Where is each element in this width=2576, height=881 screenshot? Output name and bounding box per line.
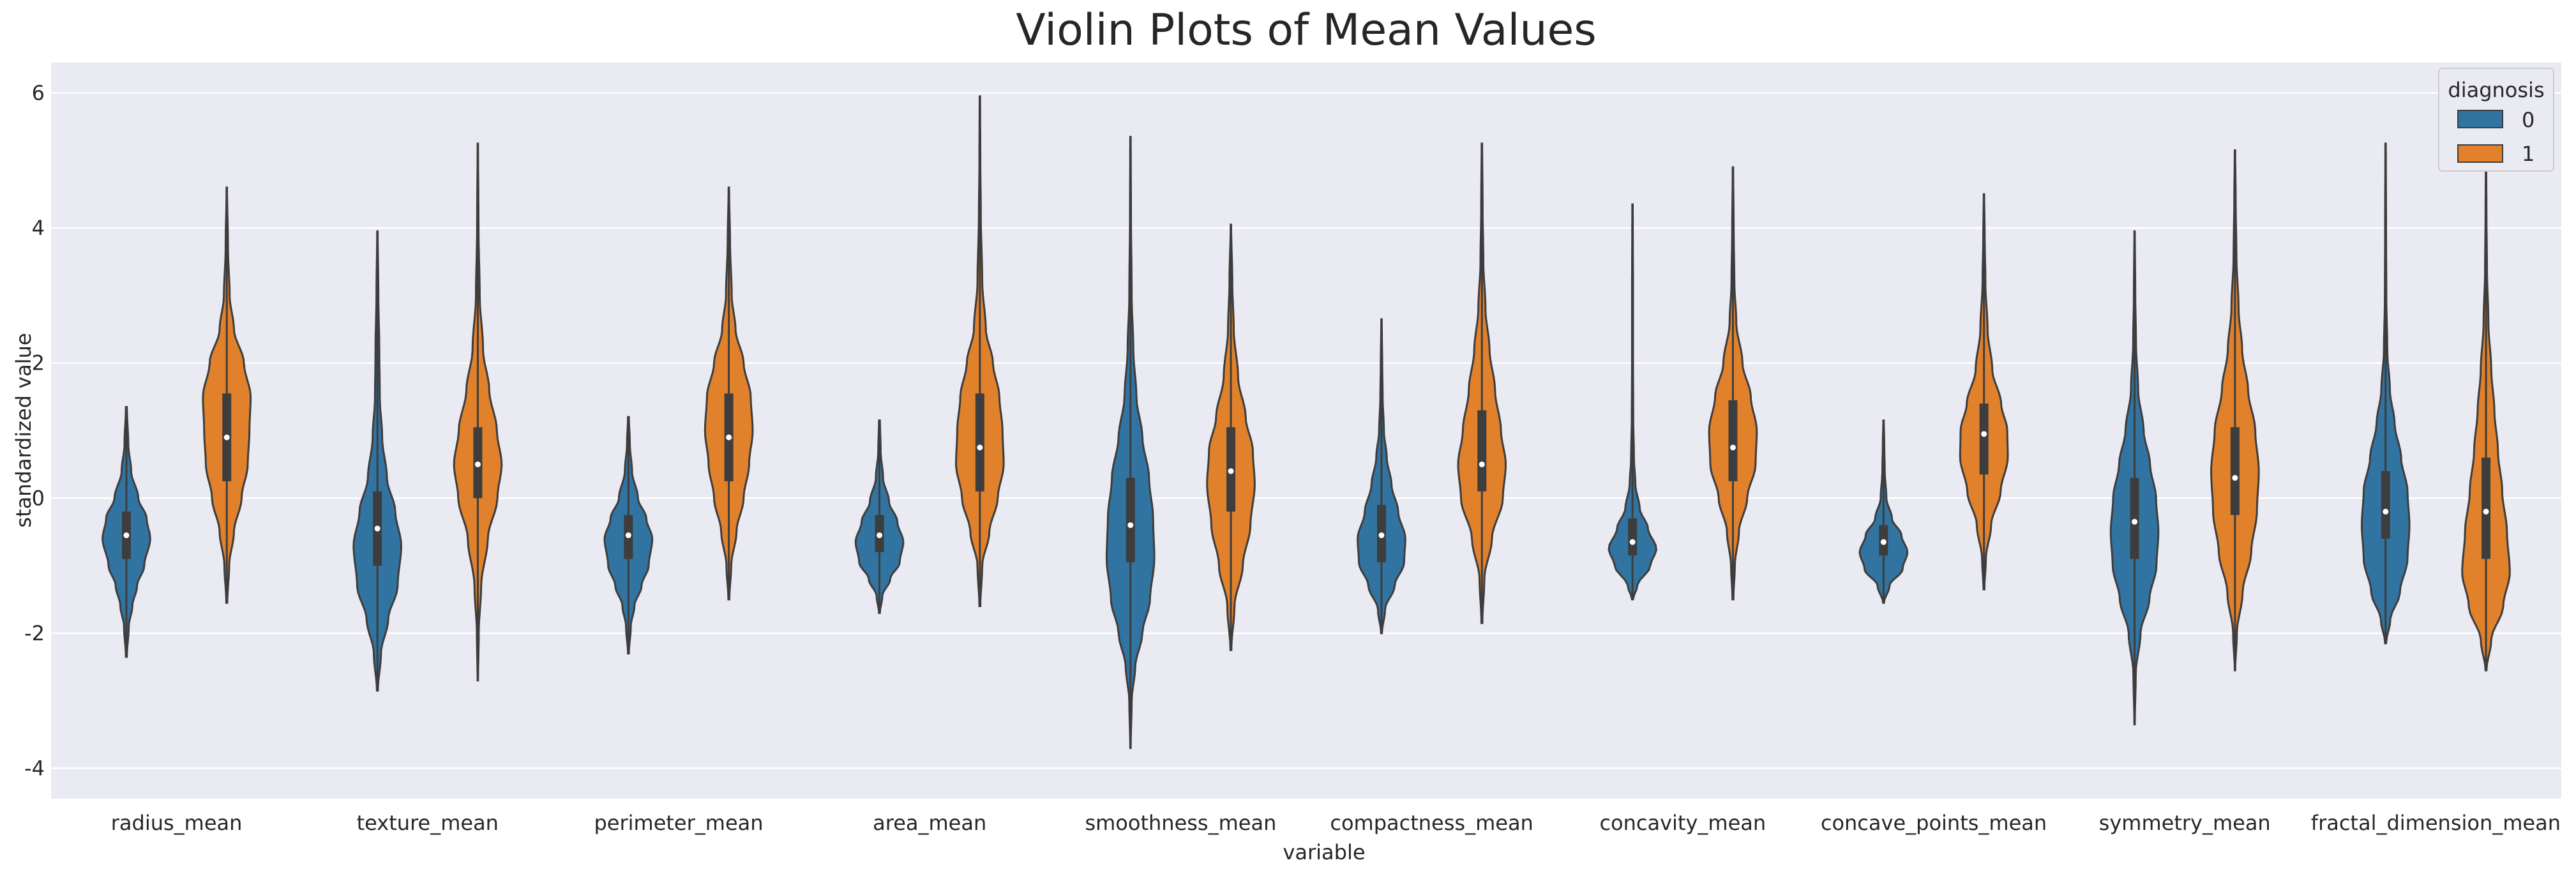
violin-median — [2232, 475, 2238, 481]
y-tick-label: -2 — [24, 621, 45, 645]
violin-iqr-box — [1126, 478, 1135, 562]
violin-median — [1127, 522, 1134, 529]
violin-median — [1981, 431, 1987, 437]
x-axis-label: variable — [1283, 840, 1365, 864]
violin-iqr-box — [1728, 400, 1738, 481]
legend-label-0: 0 — [2522, 108, 2535, 132]
violin-median — [977, 444, 983, 451]
x-tick-label: smoothness_mean — [1085, 811, 1276, 835]
violin-median — [1228, 468, 1234, 474]
plot-area — [51, 63, 2561, 799]
violin-median — [1880, 539, 1887, 545]
violin-median — [726, 434, 732, 440]
y-axis-label: standardized value — [11, 333, 36, 527]
violin-median — [2483, 508, 2489, 515]
violin-median — [625, 532, 631, 538]
x-tick-label: radius_mean — [111, 811, 243, 835]
violin-median — [2383, 508, 2389, 515]
violin-iqr-box — [975, 393, 984, 492]
violin-iqr-box — [1477, 410, 1487, 492]
violin-median — [374, 525, 380, 532]
x-tick-label: fractal_dimension_mean — [2311, 811, 2561, 835]
violin-iqr-box — [2130, 478, 2139, 559]
violin-median — [223, 434, 230, 440]
x-axis-ticks: radius_mean texture_mean perimeter_mean are… — [111, 811, 2561, 835]
x-tick-label: perimeter_mean — [594, 811, 763, 835]
y-tick-label: 6 — [32, 81, 45, 105]
violin-iqr-box — [2381, 471, 2390, 539]
legend-swatch-1 — [2457, 144, 2503, 163]
x-tick-label: compactness_mean — [1330, 811, 1533, 835]
x-tick-label: concavity_mean — [1599, 811, 1766, 835]
violin-median — [2132, 518, 2138, 525]
legend-label-1: 1 — [2522, 142, 2535, 166]
violin-iqr-box — [2482, 457, 2491, 559]
y-tick-label: -4 — [24, 756, 45, 780]
legend-title: diagnosis — [2448, 78, 2544, 102]
violin-iqr-box — [2230, 427, 2240, 515]
x-tick-label: area_mean — [873, 811, 986, 835]
x-tick-label: texture_mean — [357, 811, 499, 835]
y-axis-ticks: -4 -2 0 2 4 6 — [24, 81, 45, 781]
violins — [102, 95, 2511, 749]
violin-median — [1378, 532, 1385, 538]
x-tick-label: symmetry_mean — [2099, 811, 2271, 835]
violin-median — [1629, 539, 1636, 545]
violin-iqr-box — [1628, 518, 1638, 556]
violin-median — [123, 532, 130, 538]
violin-median — [474, 461, 481, 467]
chart-title: Violin Plots of Mean Values — [1016, 5, 1596, 56]
y-tick-label: 4 — [32, 216, 45, 240]
violin-median — [1729, 444, 1736, 451]
violin-median — [877, 532, 883, 538]
y-tick-label: 2 — [32, 351, 45, 375]
legend: diagnosis 0 1 — [2438, 68, 2554, 172]
violin-iqr-box — [1979, 403, 1989, 475]
x-tick-label: concave_points_mean — [1821, 811, 2047, 835]
violin-median — [1479, 461, 1485, 467]
y-tick-label: 0 — [32, 486, 45, 510]
legend-swatch-0 — [2457, 110, 2503, 128]
